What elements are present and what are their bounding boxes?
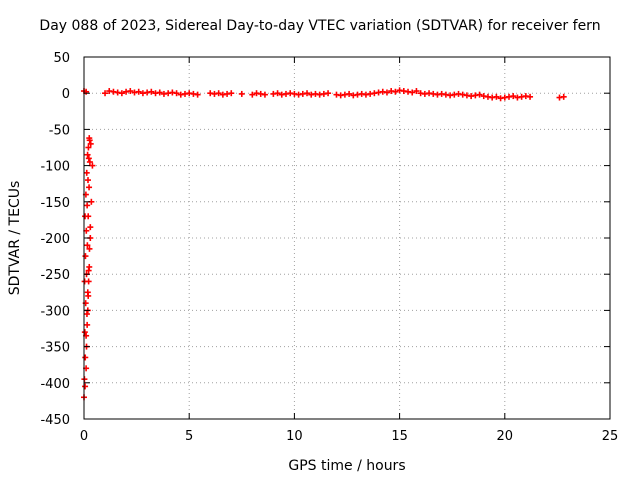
data-point [86, 184, 93, 191]
data-point [476, 91, 483, 98]
y-tick-label: -150 [40, 196, 70, 211]
x-tick-label: 15 [391, 429, 408, 444]
data-point [118, 90, 125, 97]
data-point [84, 289, 91, 296]
grid-lines [84, 57, 610, 419]
data-point [86, 158, 93, 165]
data-point [82, 213, 89, 220]
x-tick-label: 10 [286, 429, 303, 444]
y-tick-label: -50 [49, 123, 70, 138]
data-point [409, 89, 416, 96]
axis-ticks [83, 56, 611, 420]
data-point [89, 162, 96, 169]
x-tick-label: 25 [602, 429, 619, 444]
plot-frame [83, 56, 611, 420]
data-point [261, 91, 268, 98]
data-point [82, 383, 89, 390]
data-point [304, 90, 311, 97]
y-tick-label: -100 [40, 160, 70, 175]
data-point [228, 90, 235, 97]
data-points [81, 87, 567, 401]
data-point [346, 90, 353, 97]
y-tick-label: -300 [40, 304, 70, 319]
data-point [135, 88, 142, 95]
data-point [84, 177, 91, 184]
data-point [86, 245, 93, 252]
data-point [127, 88, 134, 95]
data-point [383, 89, 390, 96]
data-point [87, 224, 94, 231]
y-tick-label: -250 [40, 268, 70, 283]
x-tick-label: 0 [80, 429, 88, 444]
data-point [84, 321, 91, 328]
data-point [102, 90, 109, 97]
data-point [84, 202, 91, 209]
x-tick-label: 20 [497, 429, 514, 444]
y-tick-label: -400 [40, 377, 70, 392]
data-point [82, 253, 89, 260]
chart-title: Day 088 of 2023, Sidereal Day-to-day VTE… [39, 18, 601, 34]
data-point [413, 88, 420, 95]
data-point [156, 89, 163, 96]
data-point [85, 155, 92, 162]
data-point [527, 93, 534, 100]
data-point [84, 151, 91, 158]
data-point [325, 90, 332, 97]
data-point [85, 144, 92, 151]
data-point [148, 88, 155, 95]
data-point [173, 90, 180, 97]
data-point [82, 354, 89, 361]
y-tick-label: -200 [40, 232, 70, 247]
data-point [510, 93, 517, 100]
y-tick-label: 50 [53, 51, 70, 66]
y-tick-label: 0 [62, 87, 70, 102]
data-point [83, 169, 90, 176]
data-point [215, 90, 222, 97]
data-point [493, 93, 500, 100]
data-point [86, 135, 93, 142]
x-axis-label: GPS time / hours [288, 458, 405, 474]
y-tick-label: -450 [40, 413, 70, 428]
data-point [560, 93, 567, 100]
x-tick-label: 5 [185, 429, 193, 444]
data-point [83, 311, 90, 318]
data-point [84, 242, 91, 249]
data-point [194, 91, 201, 98]
data-point [85, 267, 92, 274]
data-point [274, 90, 281, 97]
y-axis-label: SDTVAR / TECUs [7, 181, 23, 296]
data-point [238, 90, 245, 97]
data-point [87, 140, 94, 147]
data-point [392, 88, 399, 95]
y-tick-label: -350 [40, 341, 70, 356]
tick-labels: 0 5 10 15 20 25 -450 -400 -350 -300 -250 -200 -150 -1… [40, 51, 618, 444]
data-point [81, 329, 88, 336]
data-point [81, 278, 88, 285]
data-point [249, 91, 256, 98]
